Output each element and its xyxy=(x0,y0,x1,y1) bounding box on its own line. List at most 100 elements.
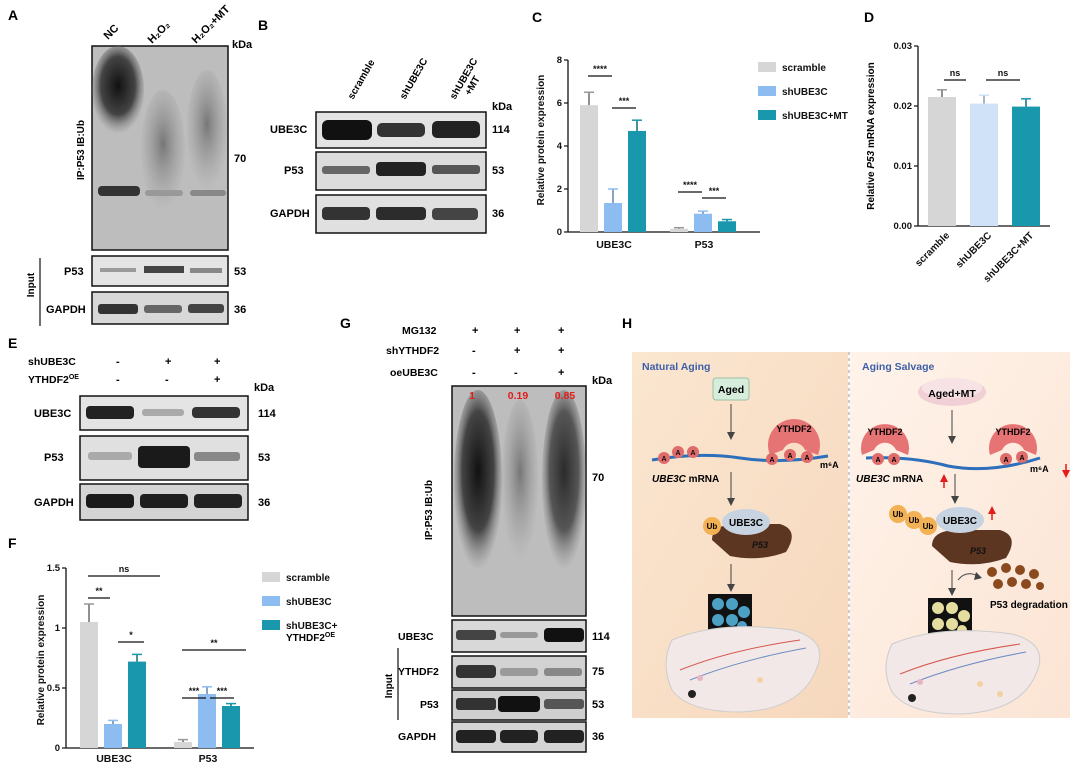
chart-f-xlabel: P53 xyxy=(199,753,218,765)
svg-text:A: A xyxy=(661,456,666,463)
svg-text:Ub: Ub xyxy=(893,510,904,519)
g-r1-v1: + xyxy=(472,325,478,337)
p53-degradation-label: P53 degradation xyxy=(990,600,1068,611)
chart-c-sig-2-label: *** xyxy=(619,96,630,106)
e-r2-v1: - xyxy=(116,374,120,386)
svg-text:A: A xyxy=(1003,457,1008,464)
p53-blot-g xyxy=(451,689,587,721)
ube3c-blot-b xyxy=(315,111,487,149)
blot-label-p53-a: P53 xyxy=(64,266,84,278)
m6a-label-left: m⁶A xyxy=(820,460,839,470)
svg-text:A: A xyxy=(769,457,774,464)
g-r2-v2: + xyxy=(514,345,520,357)
chart-c-sig-1-label: **** xyxy=(593,64,608,74)
chart-c-bar-1-2 xyxy=(718,221,736,232)
mw-53-g: 53 xyxy=(592,699,604,711)
svg-text:Ub: Ub xyxy=(923,522,934,531)
chart-c-ytick-label: 2 xyxy=(557,184,562,195)
legend-f-label: shUBE3C+ xyxy=(286,621,338,632)
chart-c-ylabel: Relative protein expression xyxy=(536,75,547,206)
g-r3-v2: - xyxy=(514,367,518,379)
p53-degraded-fragments xyxy=(987,563,1044,590)
legend-f: scramble shUBE3C shUBE3C+YTHDF2OE xyxy=(262,572,338,644)
kda-label-e: kDa xyxy=(254,382,275,394)
ratio-3-g: 0.85 xyxy=(555,390,576,402)
gapdh-blot-e xyxy=(79,483,249,521)
chart-c-ytick-label: 8 xyxy=(557,55,562,66)
mw-75-g: 75 xyxy=(592,666,604,678)
gapdh-blot-g xyxy=(451,721,587,753)
e-r1-v2: + xyxy=(165,356,171,368)
arrow-to-cells-head xyxy=(727,584,735,592)
row-label-oeube3c-g: oeUBE3C xyxy=(390,367,438,379)
legend-c-swatch xyxy=(758,110,776,120)
svg-text:YTHDF2: YTHDF2 xyxy=(995,427,1030,437)
m6a-label-right: m⁶A xyxy=(1030,464,1049,474)
ythdf2-complex-left: YTHDF2 A A A xyxy=(766,419,820,465)
up-arrow-mrna-head xyxy=(940,474,948,482)
chart-d-sig-2-label: ns xyxy=(998,68,1009,78)
ubiquitin-ube3c-p53-right: P53 UBE3C Ub Ub Ub xyxy=(889,505,1012,565)
ovary-illustration-left xyxy=(665,626,821,713)
chart-f-sig-6-label: *** xyxy=(217,686,228,696)
mw-53-b: 53 xyxy=(492,165,504,177)
panel-letter-g: G xyxy=(340,315,351,331)
g-r2-v1: - xyxy=(472,345,476,357)
blot-label-p53-g: P53 xyxy=(420,699,439,711)
kda-label-g: kDa xyxy=(592,375,613,387)
mw-36-b: 36 xyxy=(492,208,504,220)
row-label-ythdf2-e: YTHDF2OE xyxy=(28,374,79,386)
legend-f-ythdf2: YTHDF2 xyxy=(286,633,325,644)
g-r2-v3: + xyxy=(558,345,564,357)
lane-label-scramble-b: scramble xyxy=(346,58,378,102)
chart-c-ytick-label: 6 xyxy=(557,98,562,109)
ythdf2-complex-right-1: YTHDF2 A A xyxy=(861,424,909,465)
gapdh-blot-a xyxy=(91,291,229,325)
m6a-residues-left-1: A A A xyxy=(658,446,699,464)
chart-c-bar-1-1 xyxy=(694,213,712,232)
svg-text:A: A xyxy=(690,450,695,457)
input-label-a: Input xyxy=(26,272,37,297)
mw-114-g: 114 xyxy=(592,631,611,643)
mw-70-a: 70 xyxy=(234,153,246,165)
legend-f-oe: OE xyxy=(325,632,335,639)
chart-f-bar-1-0 xyxy=(174,742,192,748)
ratio-1-g: 1 xyxy=(469,390,475,402)
svg-text:UBE3C: UBE3C xyxy=(729,518,763,529)
legend-f-label-ythdf2: YTHDF2OE xyxy=(286,632,335,644)
svg-text:YTHDF2: YTHDF2 xyxy=(776,424,811,434)
chart-f-bar-0-1 xyxy=(104,724,122,748)
row-label-shythdf2-g: shYTHDF2 xyxy=(386,345,439,357)
arrow-mrna-right-head xyxy=(951,496,959,504)
chart-f-sig-1-label: ns xyxy=(119,564,130,574)
chart-f-ytick-label: 1.5 xyxy=(47,563,61,574)
chart-f-sig-3-label: * xyxy=(129,630,133,640)
blot-label-gapdh-e: GAPDH xyxy=(34,497,74,509)
arrow-to-cells-right-head xyxy=(948,588,956,596)
mw-114-b: 114 xyxy=(492,124,511,136)
e-r2-v3: + xyxy=(214,374,220,386)
panel-letter-a: A xyxy=(8,7,18,23)
panel-letter-e: E xyxy=(8,335,17,351)
chart-c-xlabel: P53 xyxy=(695,239,714,251)
chart-f-bar-1-1 xyxy=(198,694,216,748)
g-r3-v3: + xyxy=(558,367,564,379)
lane-label-shube3c-b: shUBE3C xyxy=(398,57,430,102)
chart-d-xlabel: scramble xyxy=(913,230,952,269)
ip-blot-a xyxy=(91,45,229,251)
gapdh-blot-b xyxy=(315,194,487,234)
aging-salvage-title: Aging Salvage xyxy=(862,361,935,373)
chart-d-ytick-label: 0.00 xyxy=(894,221,913,232)
row-label-shube3c-e: shUBE3C xyxy=(28,356,76,368)
blot-label-gapdh-b: GAPDH xyxy=(270,208,310,220)
chart-f-bar-0-2 xyxy=(128,661,146,748)
blot-label-ube3c-e: UBE3C xyxy=(34,408,71,420)
aged-box xyxy=(712,377,750,401)
g-r3-v1: - xyxy=(472,367,476,379)
chart-c-bar-0-2 xyxy=(628,130,646,232)
chart-f-sig-4-label: ** xyxy=(210,638,218,648)
input-label-g: Input xyxy=(384,673,395,698)
